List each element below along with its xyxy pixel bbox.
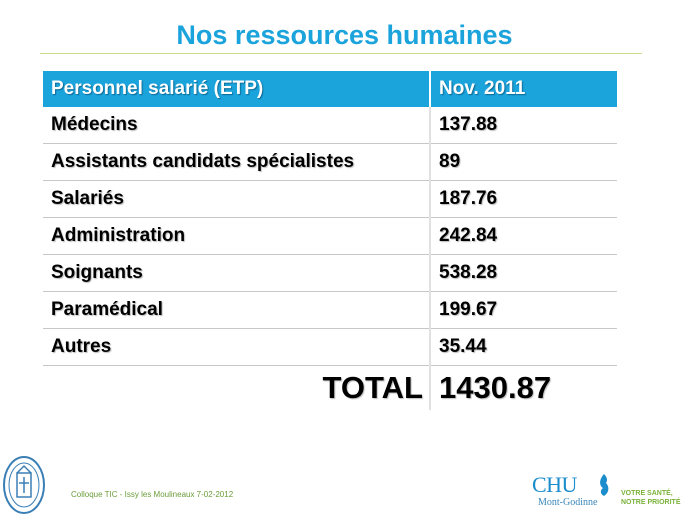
row-label: Salariés [43,180,431,218]
table-row: Soignants 538.28 [43,254,617,292]
table-row: Administration 242.84 [43,217,617,255]
table-header-row: Personnel salarié (ETP) Nov. 2011 [43,71,617,107]
row-value: 137.88 [430,107,617,144]
title-divider [40,53,642,54]
total-label: TOTAL [43,365,431,410]
table-row: Salariés 187.76 [43,180,617,218]
slogan-line-2: NOTRE PRIORITÉ [621,499,681,506]
slogan-line-1: VOTRE SANTÉ, [621,490,673,497]
flame-icon [600,474,609,496]
row-value: 199.67 [430,291,617,329]
row-value: 187.76 [430,180,617,218]
table-row: Autres 35.44 [43,328,617,366]
staff-table: Personnel salarié (ETP) Nov. 2011 Médeci… [43,71,617,410]
row-label: Administration [43,217,431,255]
column-header-staff: Personnel salarié (ETP) [43,71,431,107]
row-label: Autres [43,328,431,366]
total-value: 1430.87 [439,370,552,405]
row-label: Paramédical [43,291,431,329]
table-row: Médecins 137.88 [43,107,617,144]
slide-title: Nos ressources humaines [176,20,513,50]
chu-logo-subtitle: Mont-Godinne [538,497,598,508]
table-row: Assistants candidats spécialistes 89 [43,143,617,181]
row-label: Soignants [43,254,431,292]
row-value: 35.44 [430,328,617,366]
row-value: 242.84 [430,217,617,255]
hospital-seal-logo [2,455,46,515]
row-label: Assistants candidats spécialistes [43,143,431,181]
row-label: Médecins [43,107,431,144]
table-row: Paramédical 199.67 [43,291,617,329]
footer-text: Colloque TIC - Issy les Moulineaux 7-02-… [71,490,234,499]
row-value: 89 [430,143,617,181]
column-header-date: Nov. 2011 [430,71,617,107]
slogan: VOTRE SANTÉ, NOTRE PRIORITÉ [621,489,681,507]
chu-logo-name: CHU [532,472,577,497]
row-value: 538.28 [430,254,617,292]
chu-logo: CHU Mont-Godinne [532,472,614,512]
total-row: TOTAL 1430.87 [43,365,617,410]
